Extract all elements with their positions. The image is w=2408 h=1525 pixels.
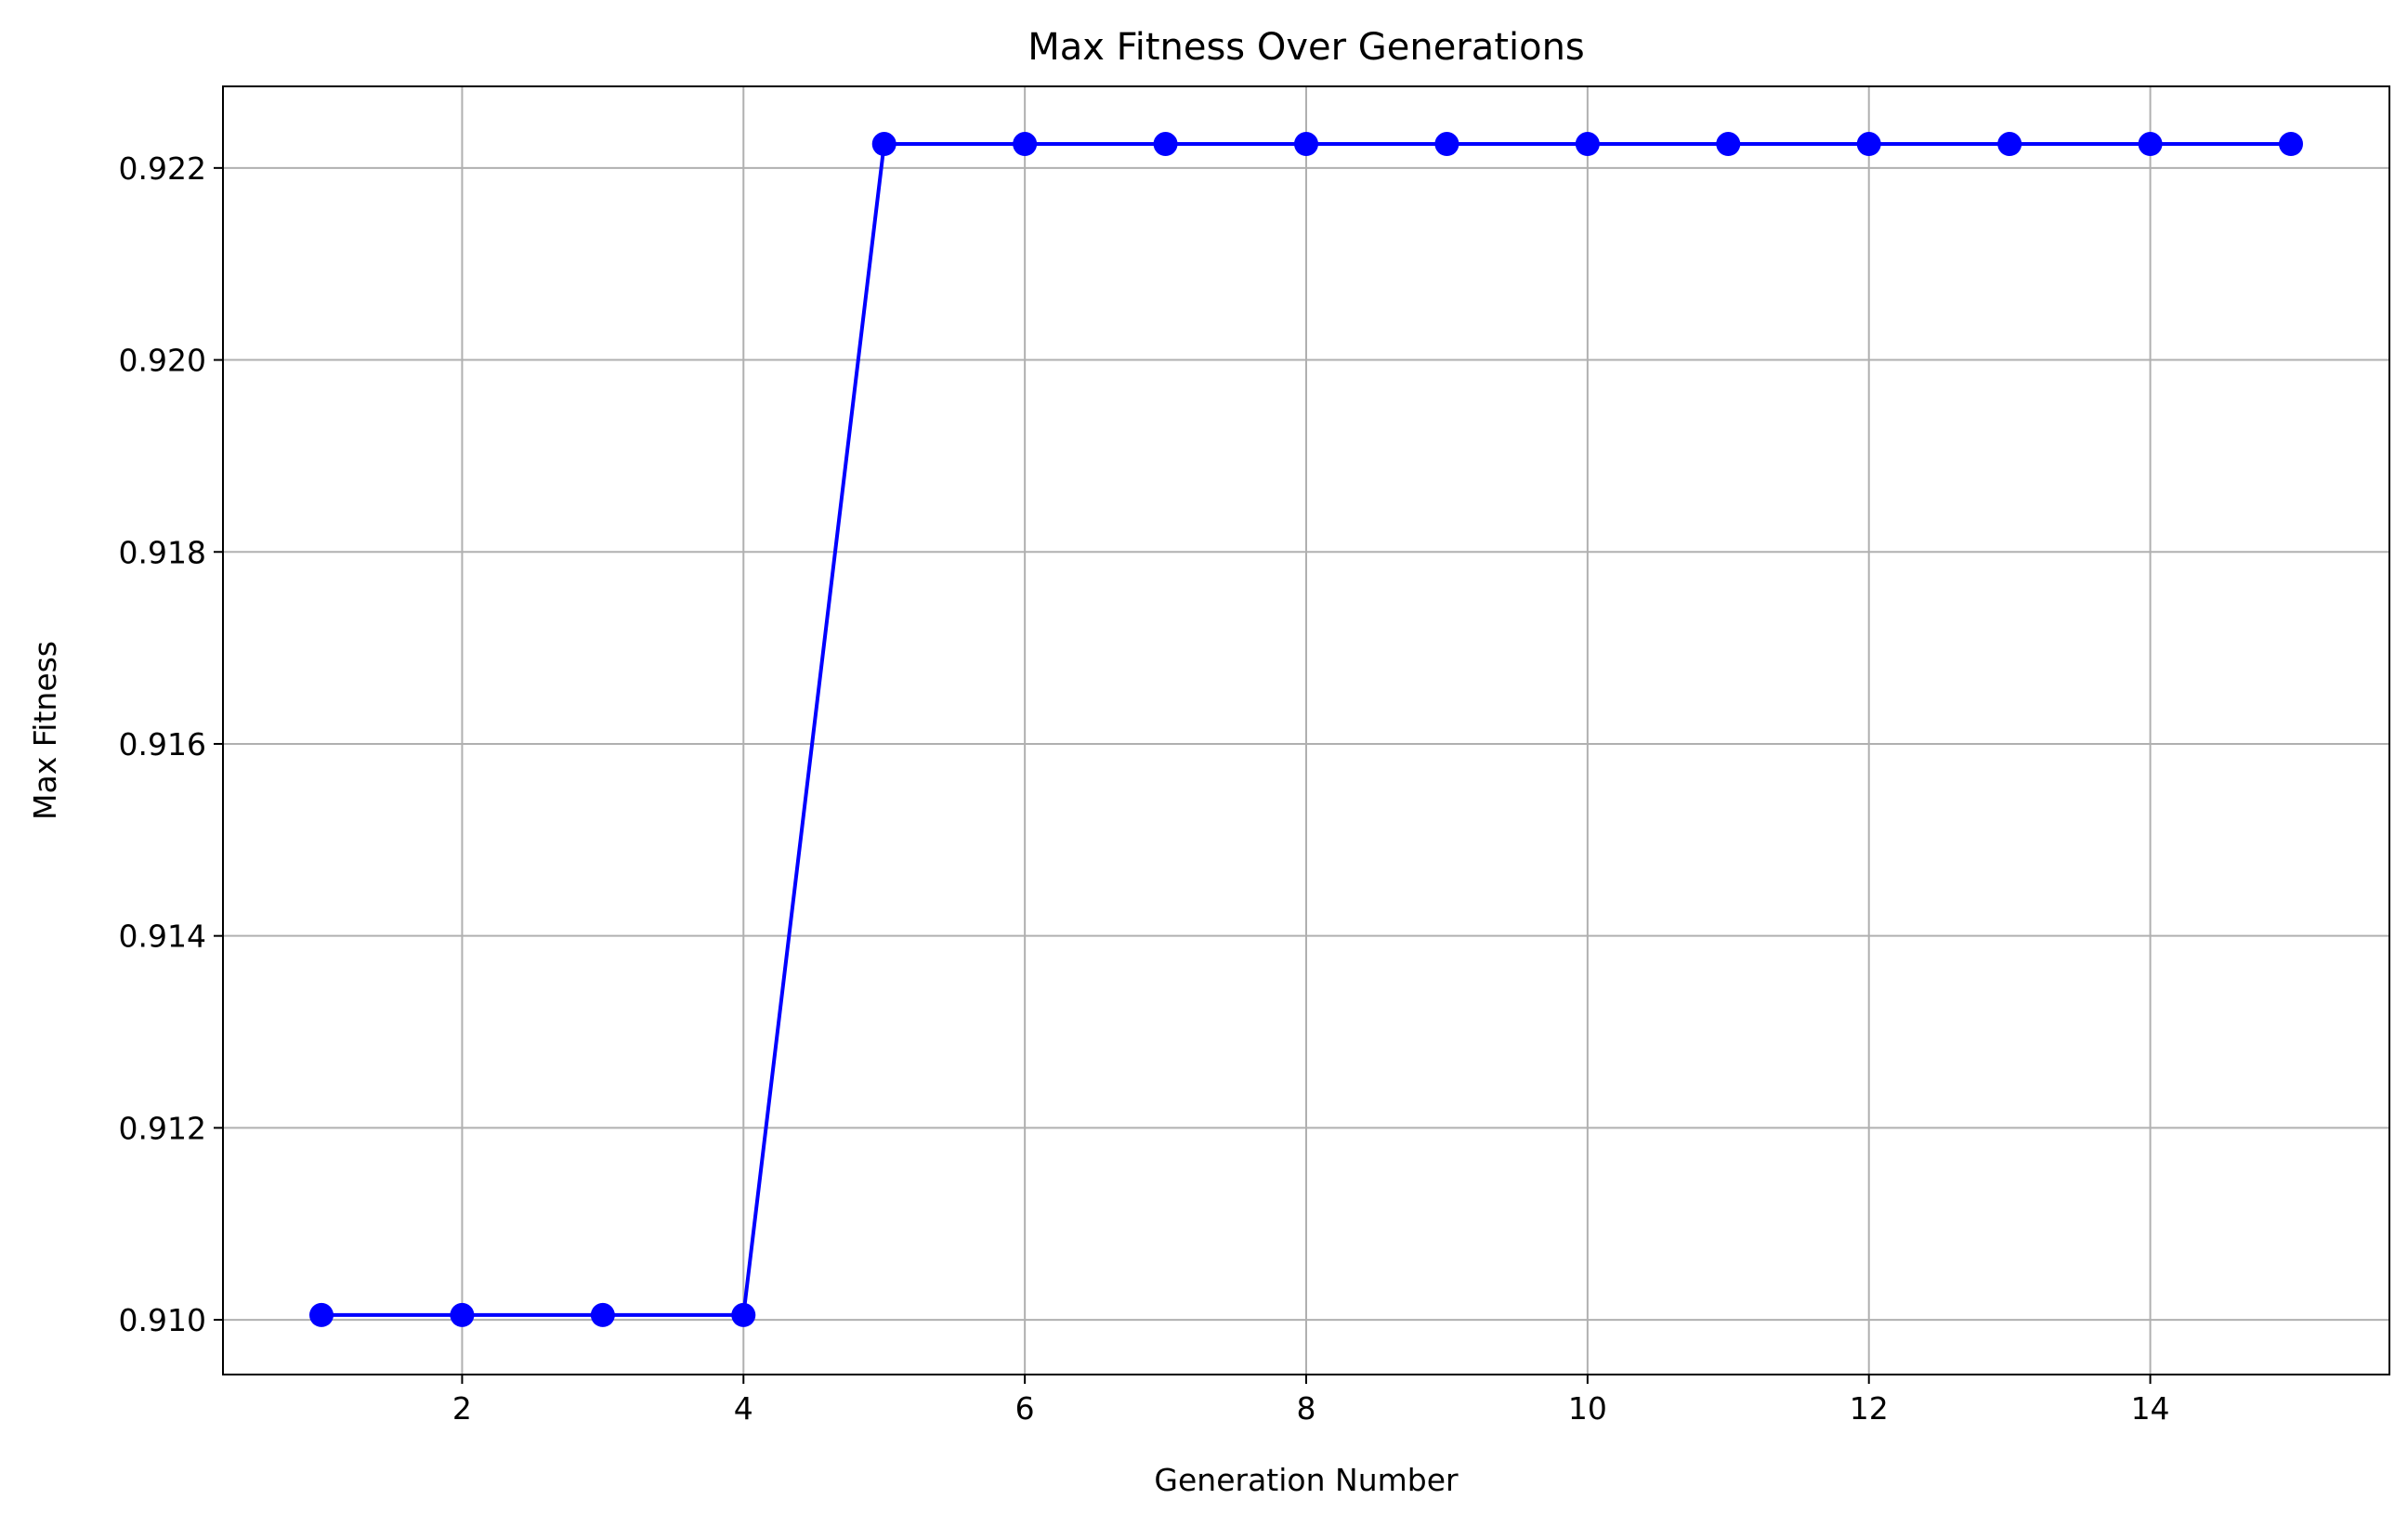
y-tick-label: 0.912: [119, 1110, 206, 1146]
x-tick-label: 14: [2131, 1390, 2170, 1427]
chart-title: Max Fitness Over Generations: [1027, 26, 1585, 69]
data-point: [1434, 132, 1459, 157]
x-tick-label: 10: [1568, 1390, 1607, 1427]
y-tick-label: 0.922: [119, 150, 206, 187]
grid-lines: [223, 86, 2389, 1375]
data-point: [309, 1302, 334, 1327]
data-point: [871, 132, 896, 157]
y-tick-label: 0.910: [119, 1302, 206, 1338]
x-tick-label: 6: [1015, 1390, 1035, 1427]
data-point: [731, 1302, 756, 1327]
data-point: [450, 1302, 475, 1327]
x-tick-label: 8: [1297, 1390, 1316, 1427]
data-point: [1856, 132, 1881, 157]
x-tick-label: 12: [1850, 1390, 1889, 1427]
data-point: [590, 1302, 615, 1327]
x-axis: 2 4 6 8 10 12 14: [452, 1375, 2170, 1427]
y-tick-label: 0.918: [119, 534, 206, 570]
y-tick-label: 0.916: [119, 726, 206, 762]
y-tick-label: 0.914: [119, 919, 206, 955]
x-axis-label: Generation Number: [1154, 1462, 1459, 1498]
y-axis: 0.910 0.912 0.914 0.916 0.918 0.920 0.922: [119, 150, 223, 1338]
y-tick-label: 0.920: [119, 343, 206, 379]
data-point: [1294, 132, 1318, 157]
data-point: [1997, 132, 2022, 157]
x-tick-label: 4: [734, 1390, 753, 1427]
data-point: [2279, 132, 2303, 157]
series-layer: [309, 132, 2303, 1327]
data-point: [1575, 132, 1600, 157]
data-point: [1153, 132, 1178, 157]
data-point: [1013, 132, 1038, 157]
data-point: [2138, 132, 2163, 157]
y-axis-label: Max Fitness: [27, 641, 63, 820]
data-point: [1716, 132, 1741, 157]
x-tick-label: 2: [452, 1390, 472, 1427]
